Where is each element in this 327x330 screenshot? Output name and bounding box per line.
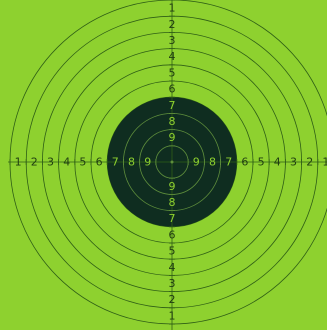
ring-number-top-1: 2 <box>169 18 176 31</box>
ring-number-left-3: 4 <box>63 156 70 169</box>
ring-number-top-6: 7 <box>169 99 176 112</box>
ring-number-left-4: 5 <box>79 156 86 169</box>
ring-number-right-0: 9 <box>193 156 200 169</box>
ring-number-left-8: 9 <box>144 156 151 169</box>
ring-number-right-3: 6 <box>241 156 248 169</box>
ring-number-bottom-0: 9 <box>169 180 176 193</box>
ring-number-top-7: 8 <box>169 115 176 128</box>
ring-number-left-0: 1 <box>15 156 22 169</box>
ring-number-bottom-5: 4 <box>169 261 176 274</box>
ring-number-top-5: 6 <box>169 83 176 96</box>
ring-number-right-4: 5 <box>258 156 265 169</box>
ring-number-left-7: 8 <box>128 156 135 169</box>
ring-number-top-4: 5 <box>169 66 176 79</box>
ring-number-top-3: 4 <box>169 50 176 63</box>
ring-number-bottom-2: 7 <box>169 212 176 225</box>
ring-number-right-1: 8 <box>209 156 216 169</box>
axis-ticks <box>9 0 319 325</box>
ring-number-right-6: 3 <box>290 156 297 169</box>
ring-number-right-8: 1 <box>322 156 327 169</box>
ring-number-left-2: 3 <box>47 156 54 169</box>
ring-number-top-8: 9 <box>169 131 176 144</box>
ring-number-top-2: 3 <box>169 34 176 47</box>
ring-number-bottom-3: 6 <box>169 228 176 241</box>
ring-number-left-6: 7 <box>112 156 119 169</box>
ring-number-left-1: 2 <box>31 156 38 169</box>
ring-number-bottom-1: 8 <box>169 196 176 209</box>
ring-number-left-5: 6 <box>96 156 103 169</box>
ring-number-right-5: 4 <box>274 156 281 169</box>
ring-number-right-2: 7 <box>225 156 232 169</box>
ring-number-bottom-4: 5 <box>169 245 176 258</box>
ring-number-bottom-8: 1 <box>169 309 176 322</box>
ring-number-bottom-6: 3 <box>169 277 176 290</box>
ring-number-top-0: 1 <box>169 2 176 15</box>
ring-number-right-7: 2 <box>306 156 313 169</box>
ring-number-bottom-7: 2 <box>169 293 176 306</box>
center-dot <box>170 160 174 164</box>
